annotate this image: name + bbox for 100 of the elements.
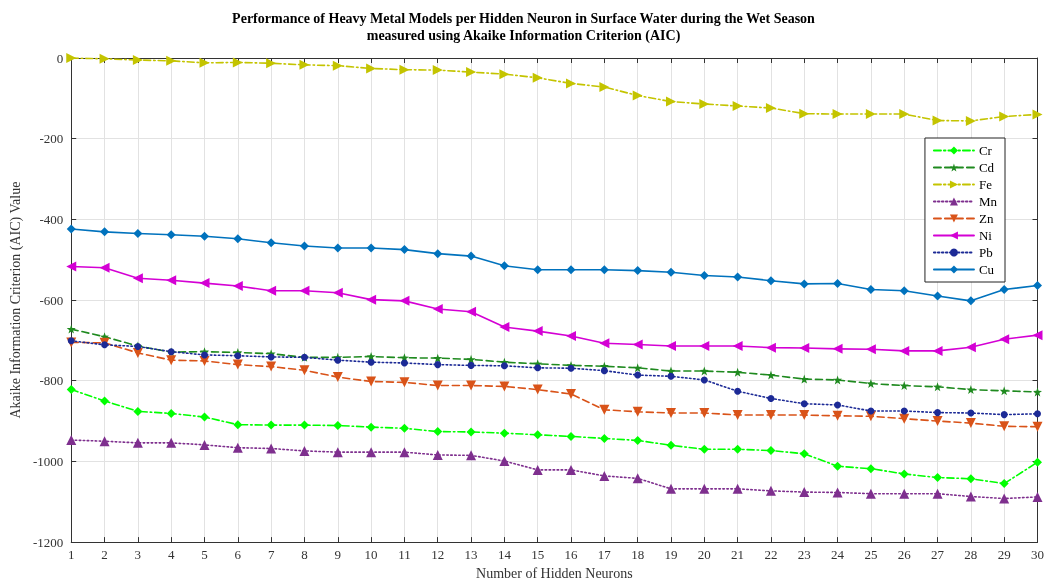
point	[633, 363, 643, 373]
point	[267, 353, 275, 361]
point	[433, 427, 443, 437]
point	[99, 262, 110, 273]
point	[632, 473, 643, 484]
point	[699, 98, 710, 109]
point	[132, 437, 143, 448]
x-tick-label: 9	[334, 547, 342, 563]
point	[133, 228, 143, 238]
point	[101, 341, 109, 349]
x-tick-label: 8	[301, 547, 308, 563]
x-tick-label: 1	[67, 547, 75, 563]
point	[366, 243, 376, 253]
point	[200, 231, 210, 241]
x-tick-label: 6	[234, 547, 242, 563]
point	[201, 351, 209, 359]
point	[732, 410, 743, 421]
point	[899, 469, 909, 479]
point	[666, 267, 676, 277]
point	[965, 491, 976, 502]
point	[266, 285, 277, 296]
point	[399, 447, 410, 458]
point	[366, 447, 377, 458]
point	[965, 115, 976, 126]
point	[466, 251, 476, 261]
point	[965, 418, 976, 429]
point	[166, 437, 177, 448]
point	[765, 485, 776, 496]
point	[199, 278, 210, 289]
x-tick-label: 11	[398, 547, 411, 563]
point	[1032, 330, 1043, 341]
point	[132, 55, 143, 66]
y-tick-label: -200	[39, 131, 64, 147]
point	[432, 380, 443, 391]
point	[566, 330, 577, 341]
x-tick-label: 2	[101, 547, 108, 563]
legend-label: Fe	[978, 177, 993, 192]
x-tick-label: 7	[267, 547, 275, 563]
point	[466, 427, 476, 437]
x-tick-label: 23	[797, 547, 811, 563]
point	[599, 433, 609, 443]
point	[699, 366, 709, 376]
point	[866, 379, 876, 389]
point	[534, 364, 542, 372]
point	[199, 439, 210, 450]
point	[333, 421, 343, 431]
point	[200, 412, 210, 422]
point	[433, 249, 443, 259]
y-tick-label: 0	[56, 50, 64, 66]
point	[999, 285, 1009, 295]
point	[900, 407, 908, 415]
point	[634, 371, 642, 379]
point	[466, 380, 477, 391]
point	[932, 345, 943, 356]
point	[799, 449, 809, 459]
point	[865, 488, 876, 499]
chart-title: Performance of Heavy Metal Models per Hidden Neuron in Surface Water during the Wet Season	[232, 10, 816, 26]
x-tick-label: 30	[1031, 547, 1044, 563]
y-tick-label: -600	[39, 292, 64, 308]
x-tick-label: 15	[531, 547, 545, 563]
point	[834, 401, 842, 409]
x-tick-label: 26	[897, 547, 912, 563]
x-tick-label: 13	[464, 547, 478, 563]
point	[299, 445, 310, 456]
point	[299, 59, 310, 70]
point	[933, 382, 943, 392]
point	[266, 443, 277, 454]
point	[966, 385, 976, 395]
point	[1032, 421, 1043, 432]
point	[999, 111, 1010, 122]
legend-label: Cd	[978, 160, 995, 175]
point	[999, 479, 1009, 489]
point	[499, 381, 510, 392]
point	[66, 261, 77, 272]
point	[567, 364, 575, 372]
point	[633, 266, 643, 276]
point	[100, 396, 110, 406]
point	[966, 474, 976, 484]
point	[1000, 411, 1008, 419]
point	[366, 294, 377, 305]
point	[799, 410, 810, 421]
point	[66, 324, 76, 334]
legend-label: Cu	[978, 262, 995, 277]
point	[700, 376, 708, 384]
point	[499, 456, 510, 467]
point	[466, 306, 477, 317]
point	[599, 404, 610, 415]
point	[566, 78, 577, 89]
point	[932, 416, 943, 427]
x-tick-label: 10	[364, 547, 378, 563]
point	[832, 410, 843, 421]
x-tick-label: 16	[564, 547, 579, 563]
point	[366, 422, 376, 432]
point	[432, 303, 443, 314]
x-tick-label: 5	[201, 547, 208, 563]
point	[399, 245, 409, 255]
point	[865, 344, 876, 355]
legend-label: Cr	[978, 143, 993, 158]
point	[865, 109, 876, 120]
point	[599, 265, 609, 275]
